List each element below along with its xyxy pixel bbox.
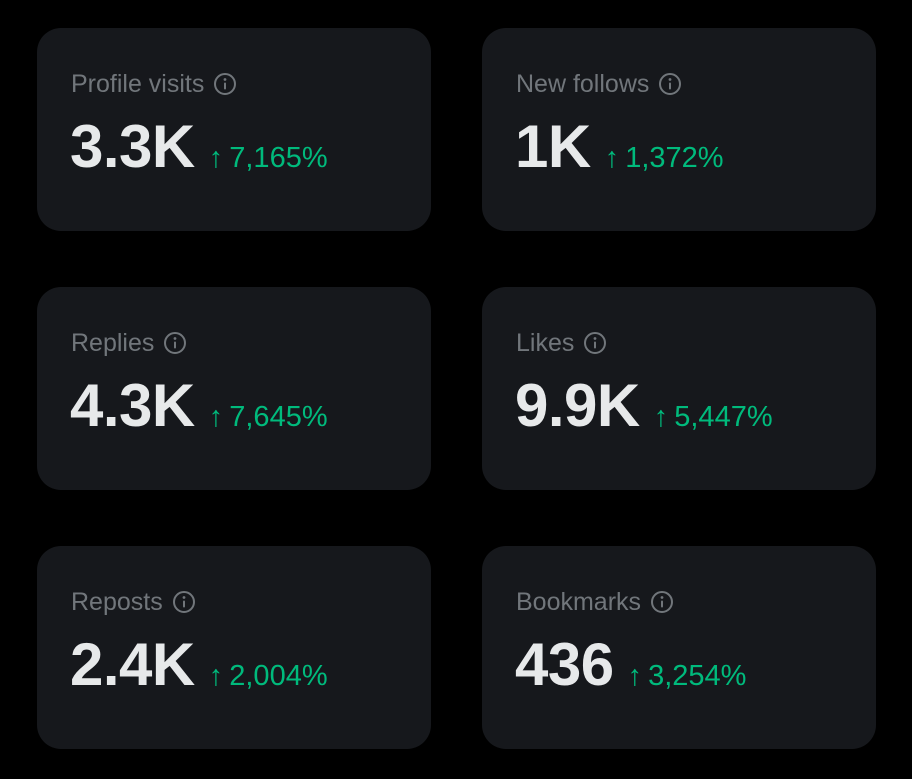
metric-label: Profile visits — [71, 70, 205, 98]
metric-change: ↑ 1,372% — [605, 142, 724, 175]
metric-value: 1K — [515, 113, 591, 180]
metric-change: ↑ 5,447% — [654, 401, 773, 434]
metric-change: ↑ 7,645% — [209, 401, 328, 434]
arrow-up-icon: ↑ — [653, 401, 669, 433]
metric-card-replies: Replies 4.3K ↑ 7,645% — [37, 287, 431, 490]
arrow-up-icon: ↑ — [208, 401, 224, 433]
info-icon[interactable] — [163, 331, 187, 355]
metric-change-percent: 1,372% — [625, 142, 724, 174]
arrow-up-icon: ↑ — [208, 142, 224, 174]
metric-value: 436 — [515, 631, 614, 698]
metric-label: Bookmarks — [516, 588, 642, 616]
arrow-up-icon: ↑ — [627, 660, 643, 692]
metric-value-row: 2.4K ↑ 2,004% — [70, 632, 328, 698]
metric-change-percent: 7,165% — [229, 142, 328, 174]
metric-value: 9.9K — [515, 372, 640, 439]
metric-label-row: Likes — [516, 327, 607, 359]
info-icon[interactable] — [172, 590, 196, 614]
metric-label: Replies — [71, 329, 155, 357]
metric-value: 3.3K — [70, 113, 195, 180]
metric-label: Likes — [516, 329, 575, 357]
metric-label: New follows — [516, 70, 650, 98]
metric-label-row: New follows — [516, 68, 682, 100]
metric-value: 4.3K — [70, 372, 195, 439]
metric-card-bookmarks: Bookmarks 436 ↑ 3,254% — [482, 546, 876, 749]
metric-change: ↑ 7,165% — [209, 142, 328, 175]
metric-value-row: 4.3K ↑ 7,645% — [70, 373, 328, 439]
info-icon[interactable] — [658, 72, 682, 96]
metric-change: ↑ 3,254% — [628, 660, 747, 693]
info-icon[interactable] — [213, 72, 237, 96]
metric-label-row: Reposts — [71, 586, 196, 618]
metric-change: ↑ 2,004% — [209, 660, 328, 693]
info-icon[interactable] — [650, 590, 674, 614]
metric-change-percent: 7,645% — [229, 401, 328, 433]
info-icon[interactable] — [583, 331, 607, 355]
metric-label-row: Replies — [71, 327, 187, 359]
metric-card-likes: Likes 9.9K ↑ 5,447% — [482, 287, 876, 490]
metric-value-row: 436 ↑ 3,254% — [515, 632, 746, 698]
metric-card-profile-visits: Profile visits 3.3K ↑ 7,165% — [37, 28, 431, 231]
metric-value-row: 1K ↑ 1,372% — [515, 114, 724, 180]
metric-label-row: Profile visits — [71, 68, 237, 100]
metric-card-reposts: Reposts 2.4K ↑ 2,004% — [37, 546, 431, 749]
metric-value-row: 9.9K ↑ 5,447% — [515, 373, 773, 439]
arrow-up-icon: ↑ — [604, 142, 620, 174]
metric-card-new-follows: New follows 1K ↑ 1,372% — [482, 28, 876, 231]
metric-change-percent: 2,004% — [229, 660, 328, 692]
metric-value-row: 3.3K ↑ 7,165% — [70, 114, 328, 180]
metric-change-percent: 5,447% — [674, 401, 773, 433]
arrow-up-icon: ↑ — [208, 660, 224, 692]
metric-label-row: Bookmarks — [516, 586, 674, 618]
metric-change-percent: 3,254% — [648, 660, 747, 692]
metric-label: Reposts — [71, 588, 163, 616]
metric-value: 2.4K — [70, 631, 195, 698]
